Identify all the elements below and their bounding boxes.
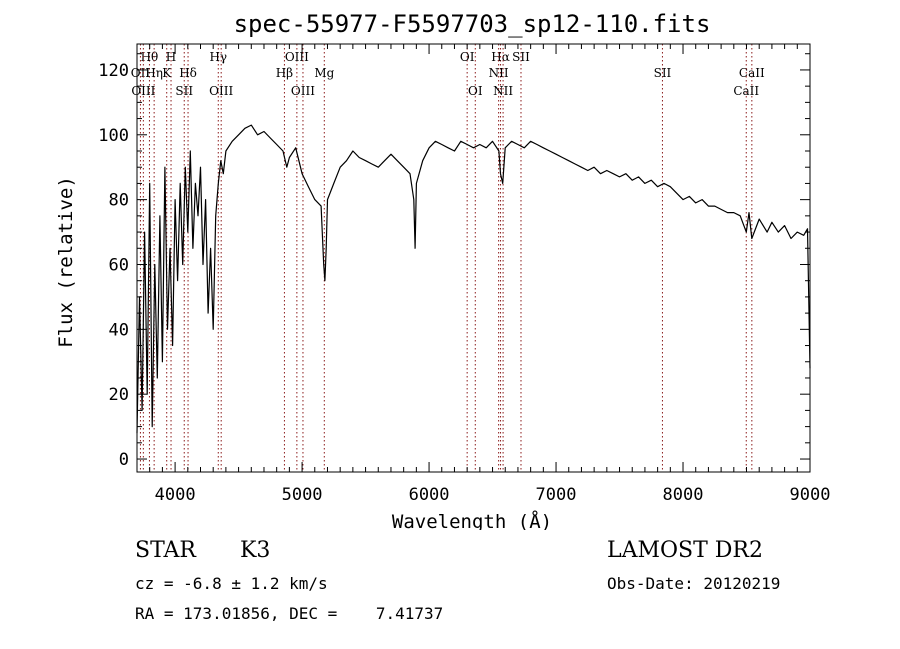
y-tick-label: 60 (109, 255, 129, 275)
redshift-cz: cz = -6.8 ± 1.2 km/s (135, 574, 328, 593)
line-label-7: SII (175, 84, 193, 98)
line-label-20: SII (654, 66, 672, 80)
line-label-9: OIII (209, 84, 233, 98)
x-tick-label: 4000 (155, 485, 196, 505)
x-tick-label: 9000 (790, 485, 831, 505)
line-label-22: CaII (733, 84, 759, 98)
line-label-19: NII (493, 84, 513, 98)
line-label-11: Hβ (276, 66, 293, 80)
y-tick-label: 40 (109, 320, 129, 340)
chart-title: spec-55977-F5597703_sp12-110.fits (234, 10, 711, 38)
plot-frame (136, 43, 811, 473)
line-label-17: SII (512, 50, 530, 64)
line-label-6: Hδ (179, 66, 197, 80)
spectrum-line (136, 124, 811, 434)
y-tick-label: 120 (98, 61, 129, 81)
line-label-3: Hη (145, 66, 163, 80)
y-tick-label: 20 (109, 385, 129, 405)
y-axis-label: Flux (relative) (55, 176, 77, 348)
line-label-18: NII (489, 66, 509, 80)
ra-dec-coordinates: RA = 173.01856, DEC = 7.41737 (135, 604, 444, 623)
x-tick-label: 6000 (409, 485, 450, 505)
x-tick-label: 8000 (663, 485, 704, 505)
line-label-5: K (162, 66, 172, 80)
survey-name: LAMOST DR2 (607, 538, 763, 563)
x-tick-label: 7000 (536, 485, 577, 505)
line-label-21: CaII (739, 66, 765, 80)
line-label-10: OIII (285, 50, 309, 64)
line-label-2: OIII (131, 84, 155, 98)
y-tick-label: 0 (119, 450, 129, 470)
line-label-14: OI (460, 50, 475, 64)
line-label-12: OIII (291, 84, 315, 98)
x-tick-label: 5000 (282, 485, 323, 505)
line-label-4: H (166, 50, 176, 64)
object-subclass: K3 (240, 538, 271, 563)
spectrum-chart: spec-55977-F5597703_sp12-110.fits HθOIIO… (55, 10, 831, 530)
line-label-13: Mg (314, 66, 334, 80)
observation-date: Obs-Date: 20120219 (607, 574, 781, 593)
y-tick-label: 80 (109, 191, 129, 211)
line-label-8: Hγ (209, 50, 227, 64)
line-label-16: Hα (491, 50, 510, 64)
object-type: STAR (135, 538, 196, 563)
line-label-15: OI (468, 84, 483, 98)
y-tick-label: 100 (98, 126, 129, 146)
x-axis-label: Wavelength (Å) (392, 510, 552, 530)
